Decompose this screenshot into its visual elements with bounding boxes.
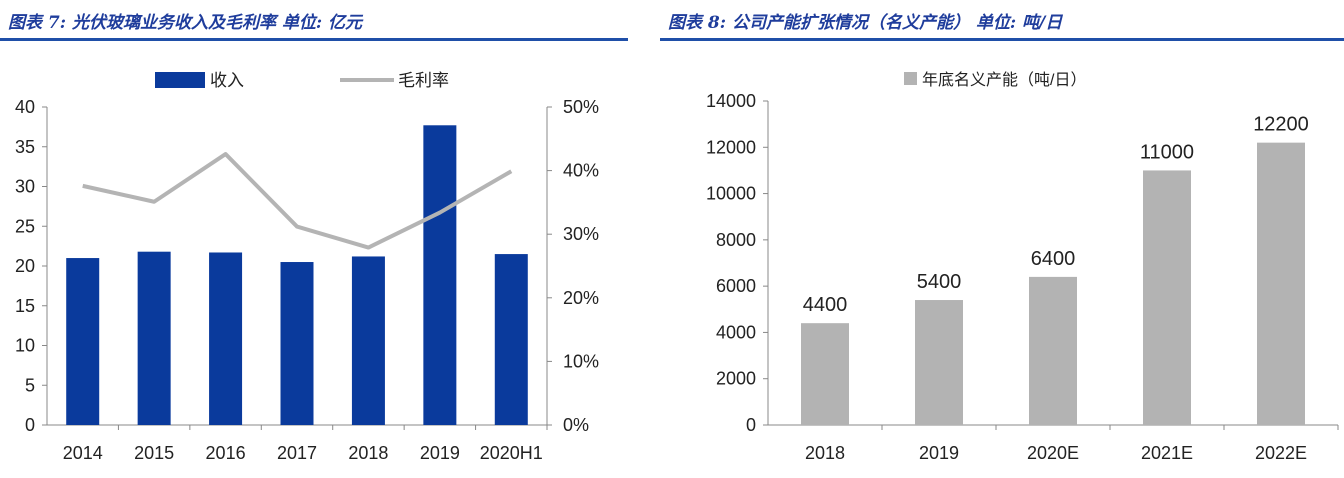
legend-label-margin: 毛利率 [398, 71, 449, 90]
revenue-chart: 收入 毛利率 0 5 10 15 20 25 30 35 40 0% 10% 20% 30% 40% 50% 20… [15, 71, 599, 463]
bar-capacity [801, 323, 849, 425]
y-tick-label: 12000 [706, 137, 756, 157]
x-tick-label: 2022E [1255, 443, 1307, 463]
x-tick-label: 2017 [277, 443, 317, 463]
y-tick-label: 5 [25, 375, 35, 395]
legend-label-revenue: 收入 [210, 71, 244, 90]
y-tick-label: 14000 [706, 91, 756, 111]
y-tick-label: 2000 [716, 369, 756, 389]
y-tick-label: 35 [15, 137, 35, 157]
y-tick-label: 6000 [716, 276, 756, 296]
bar-revenue [66, 258, 100, 425]
legend-swatch-revenue [155, 72, 205, 88]
bar-capacity [1257, 142, 1305, 425]
x-tick-label: 2019 [919, 443, 959, 463]
line-gross-margin [82, 152, 513, 250]
y-tick-label: 0 [25, 415, 35, 435]
y2-tick-label: 10% [563, 351, 599, 371]
y-tick-label: 15 [15, 296, 35, 316]
x-tick-label: 2018 [805, 443, 845, 463]
y-tick-label: 20 [15, 256, 35, 276]
data-label: 5400 [917, 271, 962, 293]
legend-swatch-capacity [904, 72, 917, 85]
title-rule [0, 38, 628, 41]
x-tick-label: 2014 [63, 443, 103, 463]
x-tick-label: 2018 [348, 443, 388, 463]
bar-capacity [1029, 276, 1077, 425]
y2-tick-label: 50% [563, 97, 599, 117]
x-tick-label: 2020H1 [480, 443, 543, 463]
y-tick-label: 40 [15, 97, 35, 117]
y-tick-label: 10000 [706, 184, 756, 204]
chart-panel-revenue: 图表 7: 光伏玻璃业务收入及毛利率 单位: 亿元 收入 毛利率 0 5 10 15 20 2… [0, 0, 640, 478]
bar-capacity [915, 300, 963, 425]
chart-title: 图表 8: 公司产能扩张情况（名义产能） 单位: 吨/日 [668, 13, 1063, 33]
data-label: 12200 [1253, 114, 1309, 136]
data-label: 4400 [803, 294, 848, 316]
x-tick-label: 2016 [206, 443, 246, 463]
data-label: 11000 [1140, 141, 1194, 163]
legend-label-capacity: 年底名义产能（吨/日） [922, 71, 1086, 89]
bar-revenue [280, 262, 314, 425]
bar-revenue [423, 125, 457, 425]
y2-tick-label: 30% [563, 224, 599, 244]
y2-tick-label: 0% [563, 415, 589, 435]
x-tick-label: 2021E [1141, 443, 1193, 463]
y-tick-label: 0 [746, 415, 756, 435]
y-tick-label: 4000 [716, 322, 756, 342]
y2-tick-label: 20% [563, 288, 599, 308]
bar-revenue [351, 256, 385, 425]
y2-tick-label: 40% [563, 161, 599, 181]
x-tick-label: 2015 [134, 443, 174, 463]
y-tick-label: 8000 [716, 230, 756, 250]
y-tick-label: 30 [15, 177, 35, 197]
bar-capacity [1143, 170, 1191, 425]
data-label: 6400 [1031, 248, 1076, 270]
chart-title: 图表 7: 光伏玻璃业务收入及毛利率 单位: 亿元 [8, 13, 363, 33]
bar-revenue [494, 254, 528, 425]
chart-panel-capacity: 图表 8: 公司产能扩张情况（名义产能） 单位: 吨/日 年底名义产能（吨/日）… [660, 0, 1344, 478]
x-tick-label: 2020E [1027, 443, 1079, 463]
capacity-chart: 年底名义产能（吨/日） 0 2000 4000 6000 8000 10000 12000 14… [706, 71, 1339, 463]
y-tick-label: 10 [15, 336, 35, 356]
x-tick-label: 2019 [420, 443, 460, 463]
title-rule [660, 38, 1344, 41]
bar-revenue [209, 252, 243, 425]
bar-revenue [137, 251, 171, 425]
y-tick-label: 25 [15, 216, 35, 236]
